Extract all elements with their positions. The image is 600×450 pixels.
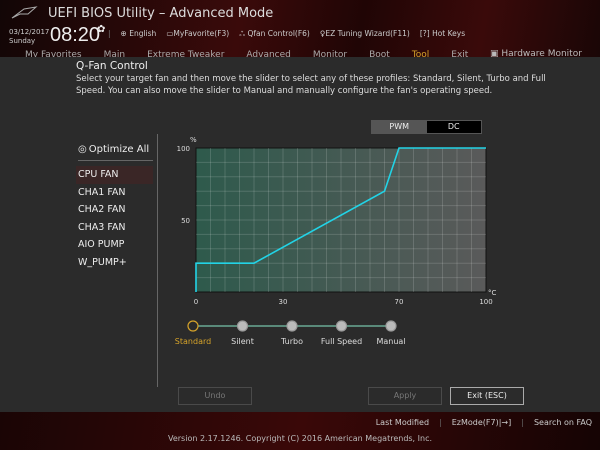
dc-button[interactable]: DC (426, 121, 481, 133)
panel-title: Q-Fan Control (76, 60, 148, 72)
version-text: Version 2.17.1246. Copyright (C) 2016 Am… (167, 434, 433, 443)
clock: 08:20 (50, 24, 101, 46)
myfavorite-button[interactable]: ▭MyFavorite(F3) (166, 29, 229, 39)
fan-item-cha2[interactable]: CHA2 FAN (78, 204, 126, 215)
day: Sunday (9, 37, 36, 45)
date-display: 03/12/2017 Sunday (9, 28, 49, 46)
divider (78, 160, 153, 161)
slider-knob-full-speed[interactable] (335, 320, 348, 332)
label: English (129, 29, 157, 38)
profile-label[interactable]: Full Speed (321, 337, 362, 346)
slider-knob-turbo[interactable] (286, 320, 298, 332)
fan-item-w-pump[interactable]: W_PUMP+ (78, 256, 127, 268)
x-tick-label: 30 (279, 298, 288, 306)
grid (196, 148, 486, 292)
rog-logo-icon (11, 6, 38, 19)
tab-my-favorites[interactable]: My Favorites (25, 50, 82, 60)
slider-knob-standard[interactable] (187, 320, 199, 332)
toolbar: | ⊕ English ▭MyFavorite(F3) ஃ Qfan Contr… (108, 29, 465, 39)
label: EZ Tuning Wizard(F11) (325, 29, 410, 38)
profile-label[interactable]: Manual (376, 337, 405, 346)
qfan-button[interactable]: ஃ Qfan Control(F6) (239, 29, 310, 39)
monitor-icon: ▣ (490, 49, 499, 59)
pwm-button[interactable]: PWM (372, 121, 427, 133)
x-axis-label: °C (488, 289, 497, 297)
app-title: UEFI BIOS Utility – Advanced Mode (48, 6, 274, 21)
profile-label[interactable]: Standard (175, 337, 211, 346)
tab-exit[interactable]: Exit (451, 50, 469, 60)
fan-item-cha3[interactable]: CHA3 FAN (78, 221, 126, 233)
fan-curve-chart[interactable]: % °C 0 30 70 100 50 100 Standard Silent Turbo Fu… (160, 127, 500, 372)
qfan-panel: Q-Fan Control Select your target fan and… (0, 57, 600, 412)
language-button[interactable]: ⊕ English (121, 29, 157, 39)
label: Optimize All (88, 144, 150, 155)
x-tick-label: 100 (479, 298, 492, 306)
ezmode-link[interactable]: EzMode(F7)|→] (451, 418, 512, 427)
divider: | (439, 418, 442, 427)
y-tick-label: 50 (181, 217, 190, 225)
faq-link[interactable]: Search on FAQ (533, 418, 592, 427)
optimize-all-button[interactable]: ◎ Optimize All (78, 144, 149, 155)
mode-toggle: PWM DC (371, 120, 482, 134)
slider-knob-silent[interactable] (236, 320, 249, 332)
date: 03/12/2017 (9, 28, 50, 36)
hardware-monitor-button[interactable]: ▣ Hardware Monitor (490, 49, 600, 59)
favorite-icon: ▭ (166, 29, 174, 38)
tab-tool[interactable]: Tool (411, 50, 430, 60)
divider: | (108, 29, 111, 38)
bulb-icon: ♀ (319, 29, 326, 38)
fan-item-cpu[interactable]: CPU FAN (76, 166, 153, 184)
tab-monitor[interactable]: Monitor (312, 50, 348, 60)
x-tick-label: 70 (395, 298, 404, 306)
slider-knob-manual[interactable] (385, 320, 397, 332)
fan-item-cha1[interactable]: CHA1 FAN (78, 186, 126, 198)
panel-description: Select your target fan and then move the… (76, 74, 546, 96)
y-axis-label: % (190, 136, 197, 144)
help-icon: [?] (419, 29, 430, 38)
y-tick-label: 100 (177, 145, 190, 153)
divider: | (521, 418, 524, 427)
label: Hot Keys (432, 29, 466, 38)
fan-item-aio-pump[interactable]: AIO PUMP (78, 239, 125, 250)
x-tick-label: 0 (194, 298, 198, 306)
tab-extreme-tweaker[interactable]: Extreme Tweaker (147, 50, 225, 60)
header: UEFI BIOS Utility – Advanced Mode 03/12/… (0, 0, 600, 60)
label: Qfan Control(F6) (247, 29, 310, 38)
fan-curve-line[interactable] (195, 147, 486, 292)
last-modified-link[interactable]: Last Modified (375, 418, 430, 427)
divider (157, 134, 158, 387)
main-nav: My Favorites Main Extreme Tweaker Advanc… (25, 50, 468, 60)
fan-list: CPU FAN CHA1 FAN CHA2 FAN CHA3 FAN AIO P… (76, 166, 153, 271)
fan-icon: ஃ (239, 29, 246, 38)
plot-area (195, 147, 487, 293)
exit-button[interactable]: Exit (ESC) (450, 387, 524, 405)
tab-main[interactable]: Main (103, 50, 126, 60)
footer: Last Modified | EzMode(F7)|→] | Search on … (0, 412, 600, 450)
profile-slider[interactable]: Standard Silent Turbo Full Speed Manual (175, 320, 406, 346)
tab-advanced[interactable]: Advanced (246, 50, 291, 60)
undo-button[interactable]: Undo (178, 387, 252, 405)
profile-label[interactable]: Silent (231, 337, 254, 346)
gauge-icon: ◎ (78, 144, 87, 155)
label: Hardware Monitor (501, 49, 582, 59)
apply-button[interactable]: Apply (368, 387, 442, 405)
hotkeys-button[interactable]: [?] Hot Keys (420, 29, 465, 39)
profile-label[interactable]: Turbo (280, 337, 303, 346)
gear-icon[interactable]: ✿ (97, 24, 106, 35)
globe-icon: ⊕ (120, 29, 127, 38)
ez-tuning-button[interactable]: ♀EZ Tuning Wizard(F11) (320, 29, 410, 39)
tab-boot[interactable]: Boot (369, 50, 390, 60)
label: MyFavorite(F3) (173, 29, 230, 38)
